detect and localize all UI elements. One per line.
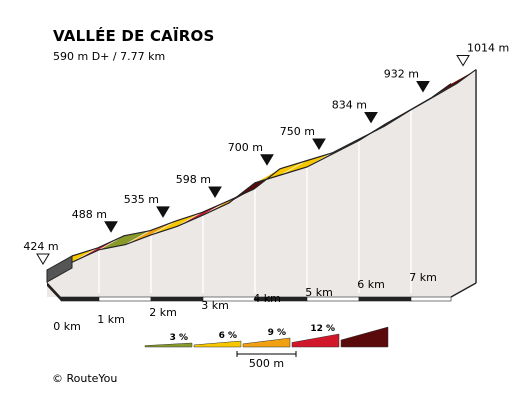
elevation-marker-icon: [312, 138, 326, 150]
distance-tick-label: 3 km: [201, 299, 229, 312]
distance-tick-label: 4 km: [253, 292, 281, 305]
elevation-marker-icon: [156, 206, 170, 218]
distance-scale-strip: [150, 296, 204, 302]
elevation-marker-icon: [456, 55, 470, 67]
profile-subtitle: 590 m D+ / 7.77 km: [53, 50, 166, 63]
legend-swatch: [291, 333, 340, 348]
ribbon-back-edge: [71, 69, 477, 257]
distance-tick-label: 6 km: [357, 278, 385, 291]
legend-grade-label: 12 %: [310, 324, 335, 334]
legend-swatch: [242, 337, 291, 348]
elevation-markers: 424 m 488 m 535 m 598 m 700 m 750 m 834 m 932 m…: [23, 42, 509, 265]
elevation-label: 598 m: [176, 173, 211, 186]
copyright-notice: © RouteYou: [52, 372, 118, 385]
start-end-cap: [46, 255, 73, 283]
profile-title: VALLÉE DE CAÏROS: [53, 27, 215, 45]
elevation-label: 834 m: [332, 98, 367, 111]
distance-scale-strip: [98, 296, 152, 302]
elevation-marker-icon: [364, 111, 378, 124]
elevation-label: 700 m: [228, 141, 263, 154]
elevation-marker-icon: [36, 253, 50, 265]
legend-grade-label: 9 %: [268, 328, 286, 338]
elevation-label: 750 m: [280, 125, 315, 138]
legend-grade-label: 6 %: [219, 331, 237, 341]
ribbon-front-edge: [46, 83, 452, 271]
scale-bar-label: 500 m: [249, 357, 284, 370]
grade-legend: 3 % 6 % 9 % 12 % 500 m: [144, 324, 389, 370]
elevation-marker-icon: [104, 221, 118, 233]
elevation-label: 932 m: [384, 67, 419, 80]
legend-swatch: [144, 342, 193, 348]
distance-scale-strip: [358, 296, 412, 302]
distance-axis: 0 km 1 km 2 km 3 km 4 km 5 km 6 km 7 km: [53, 271, 437, 333]
distance-scale-strip: [410, 296, 452, 302]
elevation-marker-icon: [416, 80, 430, 93]
elevation-marker-icon: [208, 186, 222, 198]
elevation-label: 1014 m: [467, 42, 509, 55]
distance-tick-label: 7 km: [409, 271, 437, 284]
distance-scale-strip: [60, 296, 100, 302]
end-bottom-edge: [450, 282, 477, 298]
elevation-marker-icon: [260, 154, 274, 166]
distance-tick-label: 1 km: [97, 313, 125, 326]
elevation-label: 424 m: [23, 240, 58, 253]
elevation-label: 535 m: [124, 193, 159, 206]
legend-grade-label: 3 %: [170, 333, 188, 343]
profile-base: [46, 69, 477, 302]
start-base-edge: [47, 282, 61, 301]
distance-tick-label: 2 km: [149, 306, 177, 319]
legend-swatch: [193, 340, 242, 348]
legend-swatch: [340, 326, 389, 348]
distance-tick-label: 5 km: [305, 286, 333, 299]
distance-tick-label: 0 km: [53, 320, 81, 333]
elevation-label: 488 m: [72, 208, 107, 221]
